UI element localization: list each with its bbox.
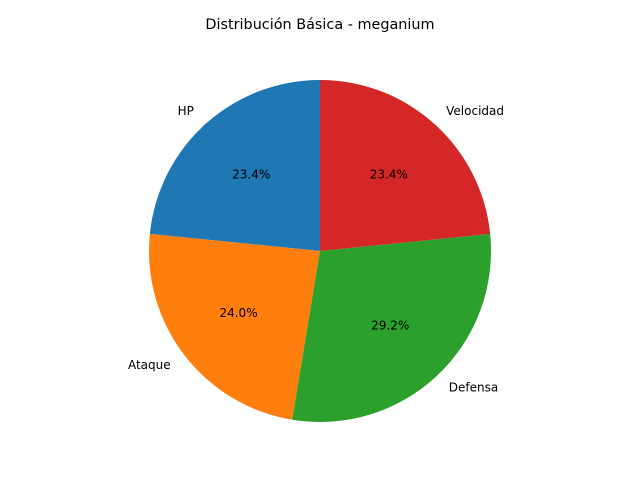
slice-percent-velocidad: 23.4% — [370, 167, 408, 181]
slice-percent-ataque: 24.0% — [219, 306, 257, 320]
slice-label-defensa: Defensa — [449, 381, 498, 395]
slice-label-hp: HP — [178, 104, 194, 118]
chart-title: Distribución Básica - meganium — [205, 17, 434, 33]
slice-percent-hp: 23.4% — [232, 167, 270, 181]
slice-label-velocidad: Velocidad — [446, 104, 504, 118]
pie-slices — [149, 80, 492, 422]
pie-labels: HP 23.4% Ataque 24.0% Defensa 29.2% Velocidad 2… — [128, 104, 504, 395]
pie-slice-hp — [149, 80, 320, 251]
pie-slice-defensa — [292, 233, 492, 422]
slice-percent-defensa: 29.2% — [371, 318, 409, 332]
pie-slice-ataque — [149, 233, 320, 420]
slice-label-ataque: Ataque — [128, 358, 171, 372]
pie-slice-velocidad — [320, 80, 491, 251]
